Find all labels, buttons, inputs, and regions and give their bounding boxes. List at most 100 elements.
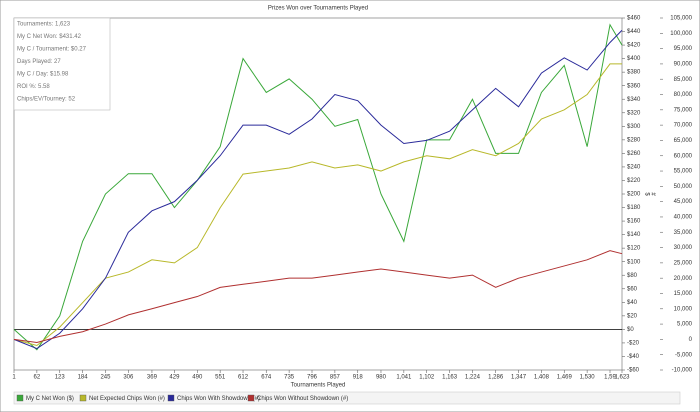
stat-line: Tournaments: 1,623 (17, 22, 71, 28)
stats-box (13, 17, 111, 111)
y-tick-label: $260 (627, 151, 641, 157)
x-tick-label: 735 (284, 375, 295, 381)
y2-tick-label: 60,000 (674, 153, 693, 159)
y-tick-label: $80 (627, 273, 638, 279)
y-tick-label: $120 (627, 246, 641, 252)
y2-tick-label: 90,000 (674, 61, 693, 67)
y-tick-label: $280 (627, 137, 641, 143)
y2-tick-label: 35,000 (674, 230, 693, 236)
chart-title: Prizes Won over Tournaments Played (268, 6, 368, 12)
x-tick-label: 796 (307, 375, 318, 381)
x-tick-label: 918 (353, 375, 364, 381)
y2-tick-label: 0 (689, 337, 693, 343)
stat-line: My C Net Won: $431.42 (17, 34, 82, 40)
y2-tick-label: 45,000 (674, 199, 693, 205)
y2-tick-label: 50,000 (674, 184, 693, 190)
x-tick-label: 1,530 (580, 375, 596, 381)
x-tick-label: 1,041 (396, 375, 412, 381)
stat-line: My C / Day: $15.98 (17, 72, 69, 78)
x-tick-label: 1,59 (604, 375, 616, 381)
series-line (13, 250, 623, 343)
x-tick-label: 857 (330, 375, 341, 381)
y2-axis-title: # (649, 192, 655, 196)
y2-tick-label: 40,000 (674, 215, 693, 221)
x-tick-label: 1,102 (419, 375, 435, 381)
y2-tick-label: 75,000 (674, 107, 693, 113)
series-line (13, 63, 622, 347)
legend-swatch (167, 394, 175, 402)
y2-tick-label: 85,000 (674, 77, 693, 83)
y2-tick-label: 105,000 (670, 16, 692, 22)
y2-tick-label: 80,000 (674, 92, 693, 98)
y-tick-label: $0 (627, 327, 634, 333)
y-tick-label: $60 (627, 286, 638, 292)
legend-swatch (79, 394, 87, 402)
x-tick-label: 184 (78, 375, 89, 381)
x-tick-label: 369 (147, 375, 158, 381)
y-tick-label: $160 (627, 219, 641, 225)
y-tick-label: $440 (627, 29, 641, 35)
x-tick-label: 306 (123, 375, 134, 381)
series-line (13, 23, 623, 351)
y-tick-label: $240 (627, 165, 641, 171)
y2-tick-label: 10,000 (674, 306, 693, 312)
stat-line: My C / Tournament: $0.27 (17, 47, 87, 53)
y-tick-label: $180 (627, 205, 641, 211)
x-tick-label: 1,347 (511, 375, 527, 381)
y-tick-label: $460 (627, 16, 641, 22)
x-tick-label: 123 (55, 375, 66, 381)
x-tick-label: 674 (261, 375, 272, 381)
x-axis-title: Tournaments Played (291, 383, 346, 389)
legend-label: My C Net Won ($) (26, 396, 74, 402)
y-tick-label: -$20 (627, 341, 640, 347)
legend-swatch (16, 394, 24, 402)
y2-tick-label: 55,000 (674, 169, 693, 175)
x-tick-label: 245 (100, 375, 111, 381)
x-tick-label: 1,408 (534, 375, 550, 381)
x-tick-label: 1 (12, 375, 16, 381)
series-line (13, 29, 623, 350)
y-tick-label: $40 (627, 300, 638, 306)
x-tick-label: 429 (169, 375, 180, 381)
x-tick-label: 62 (34, 375, 41, 381)
y2-tick-label: -5,000 (675, 352, 693, 358)
y2-tick-label: 20,000 (674, 276, 693, 282)
y2-tick-label: 100,000 (670, 31, 692, 37)
stat-line: Days Played: 27 (17, 59, 61, 65)
y-tick-label: $300 (627, 124, 641, 130)
y-tick-label: $400 (627, 56, 641, 62)
y-tick-label: $140 (627, 232, 641, 238)
x-tick-label: 551 (215, 375, 226, 381)
y-tick-label: $420 (627, 43, 641, 49)
plot-area (13, 17, 623, 371)
y-tick-label: $380 (627, 70, 641, 76)
x-tick-label: 490 (192, 375, 203, 381)
legend-label: Chips Won With Showdown (#) (177, 396, 260, 402)
x-tick-label: 1,224 (465, 375, 481, 381)
y-tick-label: $100 (627, 259, 641, 265)
y-tick-label: -$40 (627, 354, 640, 360)
y2-tick-label: 25,000 (674, 260, 693, 266)
legend-swatch (247, 394, 255, 402)
y2-tick-label: 30,000 (674, 245, 693, 251)
stat-line: ROI %: 5.58 (17, 84, 50, 90)
y2-tick-label: 95,000 (674, 46, 693, 52)
y2-tick-label: -10,000 (672, 368, 693, 374)
y-axis-title: $ (643, 192, 649, 196)
legend-label: Chips Won Without Showdown (#) (257, 396, 348, 402)
y2-tick-label: 65,000 (674, 138, 693, 144)
x-tick-label: 1,469 (557, 375, 573, 381)
x-tick-label: 1,286 (488, 375, 504, 381)
legend-label: Net Expected Chips Won (#) (89, 396, 165, 402)
x-tick-label: 612 (238, 375, 249, 381)
x-tick-label: 1,623 (614, 375, 630, 381)
y2-tick-label: 15,000 (674, 291, 693, 297)
y-tick-label: $220 (627, 178, 641, 184)
stat-line: Chips/EV/Tourney: 52 (17, 97, 76, 103)
y-tick-label: $320 (627, 110, 641, 116)
y-tick-label: $340 (627, 97, 641, 103)
x-tick-label: 980 (376, 375, 387, 381)
y-tick-label: $20 (627, 313, 638, 319)
y-tick-label: $200 (627, 192, 641, 198)
